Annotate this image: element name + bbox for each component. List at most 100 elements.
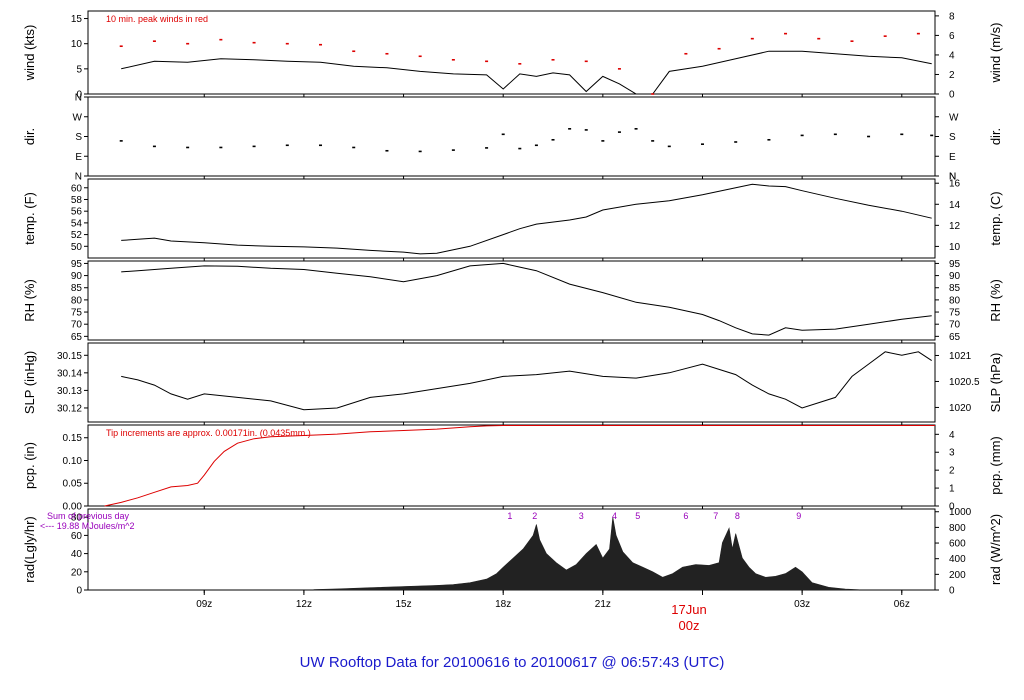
temp-frame <box>87 178 936 259</box>
rad-series-area <box>313 517 859 591</box>
x-tick-label: 21z <box>595 599 611 610</box>
slp-ylabel-right: SLP (hPa) <box>988 353 1003 413</box>
rh-right-tick-label: 65 <box>949 332 961 343</box>
wind-point <box>784 32 788 35</box>
rad-left-tick-label: 20 <box>71 567 83 578</box>
slp-left-tick-label: 30.12 <box>57 403 82 414</box>
wind-point <box>750 37 754 40</box>
temp-right-tick-label: 14 <box>949 200 961 211</box>
wind-frame <box>87 10 936 95</box>
dir-point <box>152 145 156 148</box>
dir-point <box>485 147 489 149</box>
temp-ylabel-right: temp. (C) <box>988 191 1003 245</box>
wind-point <box>352 50 356 53</box>
dir-point <box>551 138 555 141</box>
rh-left-tick-label: 65 <box>71 332 83 343</box>
wind-point <box>285 42 289 45</box>
wind-point <box>916 32 920 35</box>
pcp-right-tick-label: 4 <box>949 430 955 441</box>
temp-left-tick-label: 50 <box>71 242 83 253</box>
rad-peak-label: 6 <box>683 511 688 521</box>
wind-annotation: 10 min. peak winds in red <box>106 14 208 24</box>
wind-point <box>584 60 588 63</box>
wind-point <box>883 35 887 37</box>
rad-ylabel-left: rad(Lgly/hr) <box>22 516 37 582</box>
dir-point <box>584 129 588 131</box>
slp-left-tick-label: 30.13 <box>57 386 82 397</box>
temp-left-tick-label: 54 <box>71 218 83 229</box>
dir-right-tick-label: N <box>949 172 956 183</box>
wind-point <box>418 55 422 58</box>
dir-ylabel-right: dir. <box>988 128 1003 145</box>
dir-point <box>451 149 455 151</box>
temp-left-tick-label: 52 <box>71 230 83 241</box>
x-axis: 09z 12z 15z 18z 21z 03z 06z <box>196 590 910 610</box>
wind-right-tick-label: 4 <box>949 50 955 61</box>
rad-peak-label: 7 <box>713 511 718 521</box>
rh-frame <box>87 260 936 341</box>
dir-point <box>700 143 704 145</box>
wind-point <box>385 52 389 55</box>
wind-point <box>252 41 256 44</box>
dir-right-tick-label: S <box>949 132 956 143</box>
rad-right-tick-label: 800 <box>949 523 966 534</box>
rh-left-tick-label: 75 <box>71 308 83 319</box>
wind-point <box>817 37 821 40</box>
wind-point <box>617 68 621 70</box>
dir-point <box>501 133 505 136</box>
wind-left-tick-label: 10 <box>71 39 83 50</box>
x-tick-label: 09z <box>196 599 212 610</box>
pcp-ylabel-right: pcp. (mm) <box>988 436 1003 495</box>
wind-point <box>119 45 123 48</box>
dir-point <box>734 141 738 143</box>
dir-point <box>900 133 904 136</box>
dir-point <box>767 138 771 141</box>
dir-left-tick-label: N <box>75 93 82 104</box>
pcp-left-tick-label: 0.05 <box>63 479 83 490</box>
dir-point <box>534 144 538 147</box>
rad-left-tick-label: 0 <box>76 586 82 597</box>
date-label: 17Jun <box>671 602 706 617</box>
wind-right-tick-label: 6 <box>949 31 955 42</box>
rad-peak-label: 2 <box>532 511 537 521</box>
dir-left-tick-label: S <box>75 132 82 143</box>
date-sublabel: 00z <box>679 618 700 633</box>
wind-point <box>451 58 455 61</box>
rad-peak-label: 9 <box>796 511 801 521</box>
wind-point <box>219 38 223 41</box>
dir-left-tick-label: W <box>73 112 83 123</box>
dir-right-tick-label: N <box>949 172 956 183</box>
rh-ylabel-right: RH (%) <box>988 279 1003 322</box>
dir-point <box>601 140 605 142</box>
dir-point <box>651 140 655 142</box>
wind-point <box>684 52 688 55</box>
rad-right-tick-label: 400 <box>949 554 966 565</box>
rad-left-tick-label: 40 <box>71 549 83 560</box>
rad-ylabel-right: rad (W/m^2) <box>988 514 1003 585</box>
x-tick-label: 18z <box>495 599 511 610</box>
wind-point <box>717 47 721 50</box>
dir-point <box>667 145 671 148</box>
wind-right-tick-label: 8 <box>949 11 955 22</box>
wind-point <box>651 93 655 95</box>
slp-left-tick-label: 30.14 <box>57 368 82 379</box>
x-tick-label: 15z <box>395 599 411 610</box>
rad-peak-label: 3 <box>579 511 584 521</box>
x-tick-label: 06z <box>894 599 910 610</box>
rh-left-tick-label: 85 <box>71 283 83 294</box>
wind-point <box>850 40 854 42</box>
pcp-right-tick-label: 1 <box>949 484 955 495</box>
wind-series-line <box>121 50 932 95</box>
panel-pcp: 0.00 0.05 0.10 0.15 0 1 2 3 4 pcp. (in) pcp. (mm) T… <box>22 424 1003 513</box>
pcp-right-tick-label: 0 <box>949 502 955 513</box>
chart-title: UW Rooftop Data for 20100616 to 20100617… <box>300 654 725 671</box>
dir-left-tick-label: N <box>75 172 82 183</box>
dir-right-tick-label: E <box>949 152 956 163</box>
pcp-left-tick-label: 0.10 <box>63 456 83 467</box>
dir-ylabel-left: dir. <box>22 128 37 145</box>
rh-ylabel-left: RH (%) <box>22 279 37 322</box>
dir-point <box>252 145 256 148</box>
wind-left-tick-label: 5 <box>76 64 82 75</box>
